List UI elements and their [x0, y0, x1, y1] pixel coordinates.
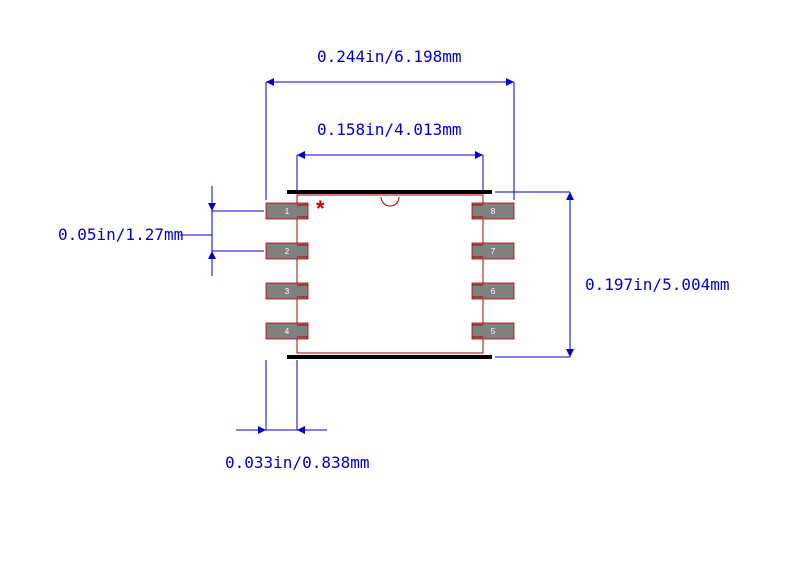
body-bar	[287, 355, 492, 359]
dim-label-left_pitch: 0.05in/1.27mm	[58, 225, 183, 244]
pad-label: 7	[491, 247, 496, 256]
dim-label-top_outer: 0.244in/6.198mm	[317, 47, 462, 66]
pad-label: 3	[285, 287, 290, 296]
pad-label: 8	[491, 207, 496, 216]
arrowhead	[475, 151, 483, 159]
orientation-notch	[381, 197, 399, 206]
pin1-marker: *	[316, 196, 325, 221]
arrowhead	[266, 78, 274, 86]
pad-label: 6	[491, 287, 496, 296]
footprint-drawing: 1 8 2 7 3 6 4 5 * 0.244in/6.198mm 0.158in/4.013mm 0…	[0, 0, 800, 563]
dim-label-right_height: 0.197in/5.004mm	[585, 275, 730, 294]
body-bar	[287, 190, 492, 194]
arrowhead	[208, 203, 216, 211]
package-body	[297, 195, 483, 353]
pad-label: 5	[491, 327, 496, 336]
pad-label: 1	[285, 207, 290, 216]
pad-label: 2	[285, 247, 290, 256]
arrowhead	[506, 78, 514, 86]
arrowhead	[297, 151, 305, 159]
pad-label: 4	[285, 327, 290, 336]
dim-label-top_inner: 0.158in/4.013mm	[317, 120, 462, 139]
dim-label-bottom_width: 0.033in/0.838mm	[225, 453, 370, 472]
arrowhead	[566, 349, 574, 357]
arrowhead	[297, 426, 305, 434]
arrowhead	[258, 426, 266, 434]
arrowhead	[566, 192, 574, 200]
arrowhead	[208, 251, 216, 259]
